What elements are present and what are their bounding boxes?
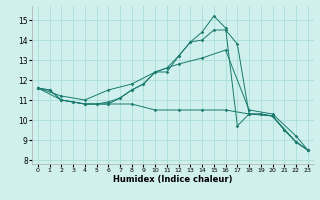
X-axis label: Humidex (Indice chaleur): Humidex (Indice chaleur): [113, 175, 233, 184]
